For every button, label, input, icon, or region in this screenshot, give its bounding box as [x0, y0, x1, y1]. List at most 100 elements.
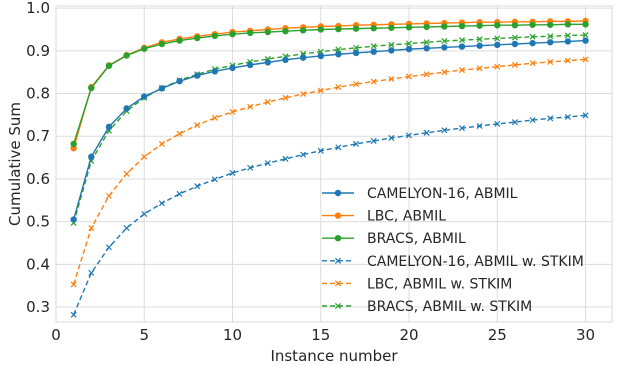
x-tick-label: 30: [576, 326, 595, 344]
data-point: [564, 38, 572, 45]
data-point: [476, 122, 483, 130]
data-point: [176, 130, 183, 137]
series-layer: [70, 17, 589, 318]
data-point: [423, 129, 430, 136]
grid: [55, 6, 612, 322]
data-point: [282, 56, 289, 64]
data-point: [176, 37, 183, 44]
data-point: [229, 169, 236, 176]
data-point: [264, 160, 271, 167]
data-point: [194, 72, 201, 79]
data-point: [299, 54, 307, 61]
legend: CAMELYON-16, ABMIL LBC, ABMIL BRACS, ABMIL…: [322, 186, 584, 315]
plot-frame: [55, 5, 613, 323]
data-point: [158, 85, 166, 92]
data-point: [529, 33, 536, 40]
data-point: [176, 190, 183, 197]
data-point: [105, 62, 113, 69]
x-axis-label: Instance number: [270, 347, 398, 365]
data-point: [335, 51, 342, 58]
data-point: [264, 28, 272, 36]
data-point: [176, 77, 183, 85]
data-point: [370, 48, 377, 55]
data-point: [405, 24, 413, 31]
data-point: [247, 103, 254, 110]
data-point: [441, 69, 448, 76]
y-tick-label: 0.6: [26, 170, 50, 188]
x-tick-label: 10: [223, 326, 242, 344]
x-tick-label: 15: [311, 326, 330, 344]
data-point: [547, 115, 554, 122]
data-point: [70, 216, 77, 223]
x-tick-label: 5: [139, 326, 149, 344]
data-point: [370, 25, 377, 32]
y-tick-label: 0.4: [26, 255, 50, 273]
data-point: [335, 25, 342, 33]
data-point: [547, 33, 554, 40]
data-point: [405, 45, 413, 53]
data-point: [105, 244, 112, 251]
data-point: [511, 34, 518, 41]
data-point: [494, 22, 501, 29]
data-point: [353, 44, 360, 51]
data-point: [70, 140, 77, 148]
data-point: [88, 269, 95, 276]
data-point: [405, 40, 413, 47]
data-point: [423, 71, 430, 78]
data-point: [494, 120, 501, 127]
y-tick-label: 1.0: [26, 0, 50, 17]
data-point: [352, 49, 360, 57]
data-point: [547, 58, 554, 65]
data-point: [105, 193, 112, 200]
data-point: [229, 30, 236, 38]
data-point: [423, 23, 430, 31]
data-point: [70, 311, 77, 318]
data-point: [494, 41, 501, 49]
data-point: [388, 41, 395, 48]
data-point: [88, 153, 95, 160]
data-point: [388, 75, 395, 83]
data-point: [282, 94, 289, 101]
data-point: [547, 21, 554, 28]
legend-item: BRACS, ABMIL: [322, 231, 466, 247]
data-point: [476, 65, 483, 72]
data-point: [282, 27, 289, 35]
data-point: [423, 39, 430, 46]
data-point: [211, 114, 218, 121]
series-group: [70, 37, 589, 223]
data-point: [211, 68, 219, 75]
data-point: [564, 32, 571, 39]
legend-marker: [334, 189, 342, 197]
data-point: [299, 27, 307, 34]
data-point: [247, 164, 254, 171]
data-point: [458, 37, 465, 44]
data-point: [476, 36, 483, 43]
data-point: [352, 25, 360, 32]
legend-label: BRACS, ABMIL w. STKIM: [367, 299, 532, 315]
data-point: [317, 87, 324, 94]
data-point: [317, 147, 324, 154]
data-point: [511, 119, 518, 126]
data-point: [511, 61, 518, 68]
data-point: [317, 26, 324, 33]
data-point: [88, 84, 95, 92]
data-point: [476, 42, 483, 49]
series-group: [70, 112, 589, 318]
data-point: [229, 64, 236, 72]
legend-marker: [334, 257, 342, 264]
data-point: [264, 99, 271, 106]
x-tick-label: 25: [488, 326, 507, 344]
data-point: [529, 39, 536, 47]
data-point: [194, 122, 201, 129]
series-line: [73, 114, 586, 316]
data-point: [370, 78, 377, 85]
data-point: [441, 44, 448, 51]
data-point: [441, 23, 448, 30]
data-point: [123, 105, 130, 112]
y-tick-label: 0.7: [26, 127, 50, 145]
x-tick-label: 0: [51, 326, 61, 344]
data-point: [317, 52, 324, 60]
data-point: [229, 108, 236, 115]
data-point: [564, 114, 571, 121]
